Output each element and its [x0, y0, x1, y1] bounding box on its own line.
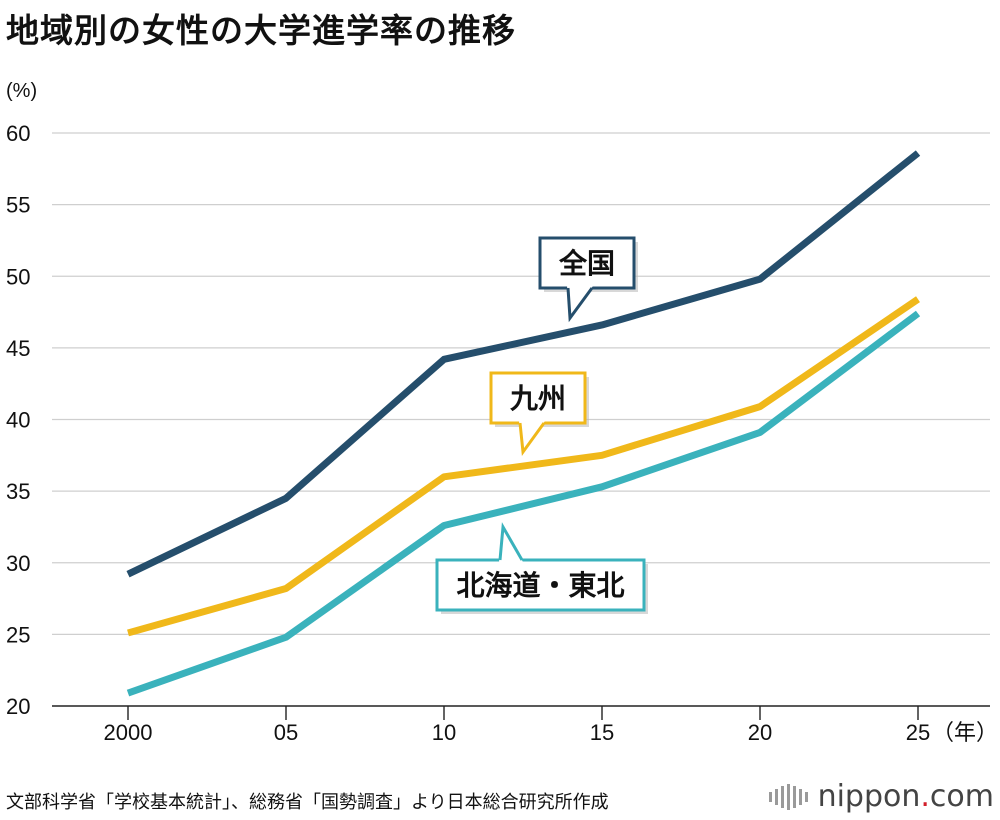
brand-suffix: com: [929, 779, 994, 814]
series-label-text: 全国: [558, 247, 615, 280]
y-tick-label: 55: [6, 193, 30, 218]
y-tick-labels: (%) 20 25 30 35 40 45 50 55 60: [6, 80, 37, 719]
y-tick-label: 30: [6, 551, 30, 576]
brand-name: nippon: [817, 779, 921, 814]
y-tick-label: 50: [6, 264, 30, 289]
brand-dot: .: [920, 779, 930, 814]
y-tick-label: 25: [6, 622, 30, 647]
series-label-text: 北海道・東北: [456, 569, 624, 602]
x-tick-label: 10: [432, 720, 456, 745]
label-tail: [566, 287, 594, 323]
series-label-1: 九州: [489, 371, 589, 457]
chart-title: 地域別の女性の大学進学率の推移: [6, 11, 516, 50]
y-axis-label: (%): [6, 80, 37, 102]
brand-bars-icon: [768, 783, 808, 810]
series-line-1: [127, 296, 920, 637]
x-axis-unit: （年）: [932, 721, 998, 746]
label-tail: [518, 422, 546, 457]
series-label-text: 九州: [510, 382, 566, 415]
label-box: [435, 558, 646, 612]
y-tick-label: 35: [6, 479, 30, 504]
label-tail: [498, 522, 524, 561]
x-tick-label: 25: [906, 720, 930, 745]
y-tick-label: 20: [6, 694, 30, 719]
series-label-2: 北海道・東北: [435, 522, 648, 614]
y-tick-label: 40: [6, 408, 30, 433]
series-line-0: [126, 150, 921, 578]
x-tick-label: 2000: [104, 720, 153, 745]
x-tick-label: 05: [274, 720, 298, 745]
y-tick-label: 60: [6, 121, 30, 146]
x-tick-label: 15: [590, 720, 614, 745]
brand-logo: nippon. com: [768, 779, 994, 814]
series-line-2: [126, 310, 921, 697]
x-tick-labels: 2000 05 10 15 20 25 （年）: [104, 720, 998, 746]
series-lines: [126, 150, 921, 697]
x-tick-label: 20: [748, 720, 772, 745]
label-box: [538, 236, 636, 290]
source-note: 文部科学省「学校基本統計」、総務省「国勢調査」より日本総合研究所作成: [6, 792, 609, 813]
y-tick-label: 45: [6, 336, 30, 361]
series-label-0: 全国: [538, 236, 638, 323]
